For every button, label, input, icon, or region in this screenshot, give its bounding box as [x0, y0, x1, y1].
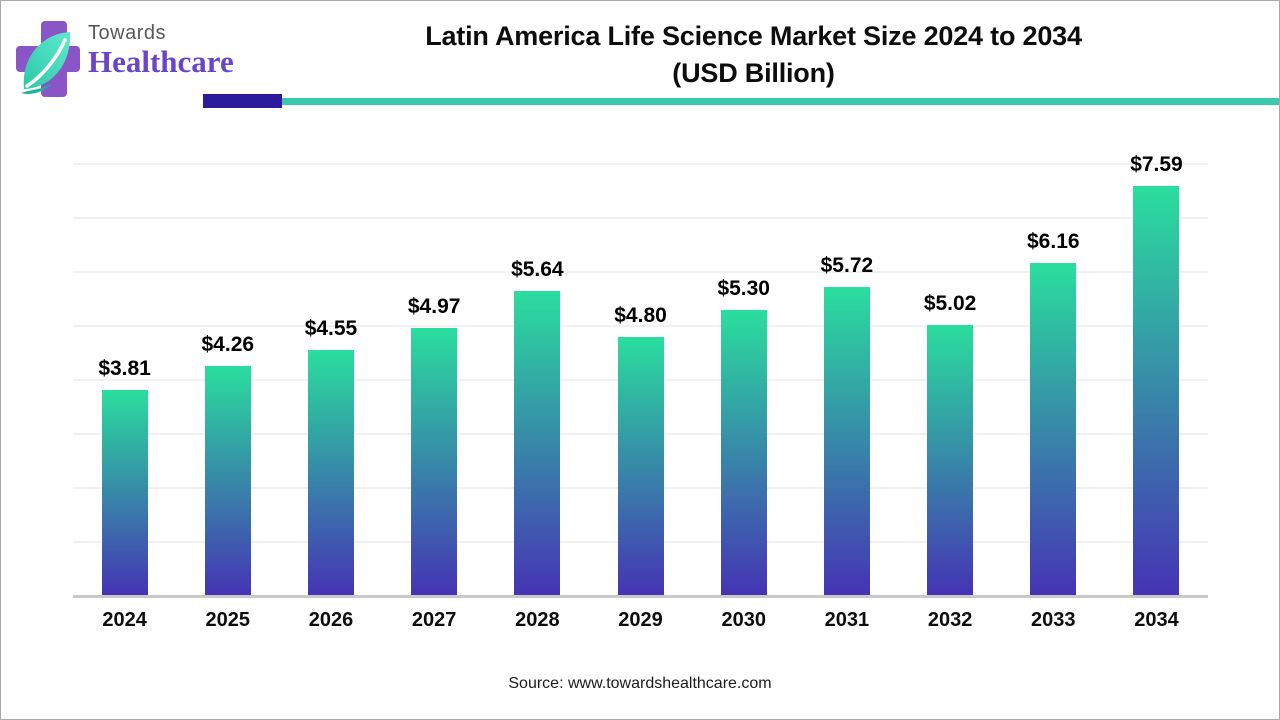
source-text: Source: www.towardshealthcare.com	[508, 675, 772, 692]
bar-slot: $3.81	[73, 164, 176, 596]
bar-value-label: $4.97	[407, 294, 461, 318]
brand-name-towards: Towards	[88, 22, 166, 44]
bar	[617, 336, 664, 596]
bar	[927, 324, 974, 596]
bar-slot: $5.02	[899, 164, 1002, 596]
bar-slot: $5.30	[692, 164, 795, 596]
bar-chart-plot-area: $3.81 $4.26 $4.55 $4.97 $5.64 $4.80 $5.30 $5.72…	[73, 153, 1208, 598]
bar-value-label: $3.81	[98, 357, 151, 381]
x-axis-tick-label: 2025	[205, 609, 251, 631]
bar-value-label: $7.59	[1130, 153, 1183, 177]
bar	[1133, 186, 1180, 596]
x-axis-tick-label: 2026	[308, 609, 354, 631]
chart-title-line2: (USD Billion)	[672, 58, 835, 88]
bar-value-label: $4.80	[614, 303, 667, 327]
bar	[514, 291, 561, 596]
chart-title-line1: Latin America Life Science Market Size 2…	[425, 21, 1082, 51]
x-axis-tick-label: 2029	[618, 609, 663, 631]
bar-slot: $4.97	[383, 164, 486, 596]
divider-purple-accent	[203, 94, 282, 108]
bar	[823, 287, 870, 596]
cross-leaf-icon	[16, 21, 80, 97]
bar-value-label: $6.16	[1027, 230, 1080, 254]
header-divider	[203, 94, 1279, 108]
x-axis-tick-label: 2031	[824, 609, 870, 631]
gridline	[73, 163, 1208, 165]
bar-value-label: $5.02	[923, 291, 977, 315]
bar-slot: $6.16	[1002, 164, 1105, 596]
chart-title: Latin America Life Science Market Size 2…	[236, 18, 1271, 92]
x-axis-tick-label: 2024	[102, 609, 147, 631]
x-axis-tick-label: 2032	[927, 609, 973, 631]
bar	[204, 365, 251, 596]
x-axis-tick-label: 2030	[721, 609, 766, 631]
bar-value-label: $4.55	[304, 317, 358, 341]
x-axis-tick-label: 2034	[1134, 609, 1179, 631]
bar-value-label: $4.26	[201, 332, 255, 356]
x-axis-tick-label: 2033	[1031, 609, 1076, 631]
bar-slot: $5.72	[795, 164, 898, 596]
bar	[411, 327, 458, 596]
bar	[307, 350, 354, 596]
bar-slot: $4.80	[589, 164, 692, 596]
bar-value-label: $5.64	[511, 258, 564, 282]
x-axis-labels: 2024 2025 2026 2027 2028 2029 2030 2031 2032 2033…	[73, 609, 1208, 632]
x-axis-tick-label: 2027	[411, 609, 457, 631]
x-axis-tick-label: 2028	[515, 609, 560, 631]
bar-slot: $4.55	[279, 164, 382, 596]
bar-value-label: $5.72	[820, 254, 874, 278]
x-axis-line	[73, 595, 1208, 598]
bar-slot: $5.64	[486, 164, 589, 596]
logo-wordmark: Towards Healthcare	[88, 19, 234, 77]
brand-name-healthcare: Healthcare	[88, 44, 234, 79]
bars-layer: $3.81 $4.26 $4.55 $4.97 $5.64 $4.80 $5.30 $5.72…	[73, 153, 1208, 596]
divider-teal-line	[282, 97, 1279, 105]
towards-healthcare-logo: Towards Healthcare	[14, 19, 234, 99]
bar	[720, 309, 767, 596]
gridline	[73, 271, 1208, 273]
bar-value-label: $5.30	[717, 276, 770, 300]
gridline	[73, 217, 1208, 219]
bar-slot: $4.26	[176, 164, 279, 596]
gridline	[73, 325, 1208, 327]
bar-slot: $7.59	[1105, 153, 1208, 596]
bar	[101, 390, 148, 596]
bar	[1030, 263, 1077, 596]
